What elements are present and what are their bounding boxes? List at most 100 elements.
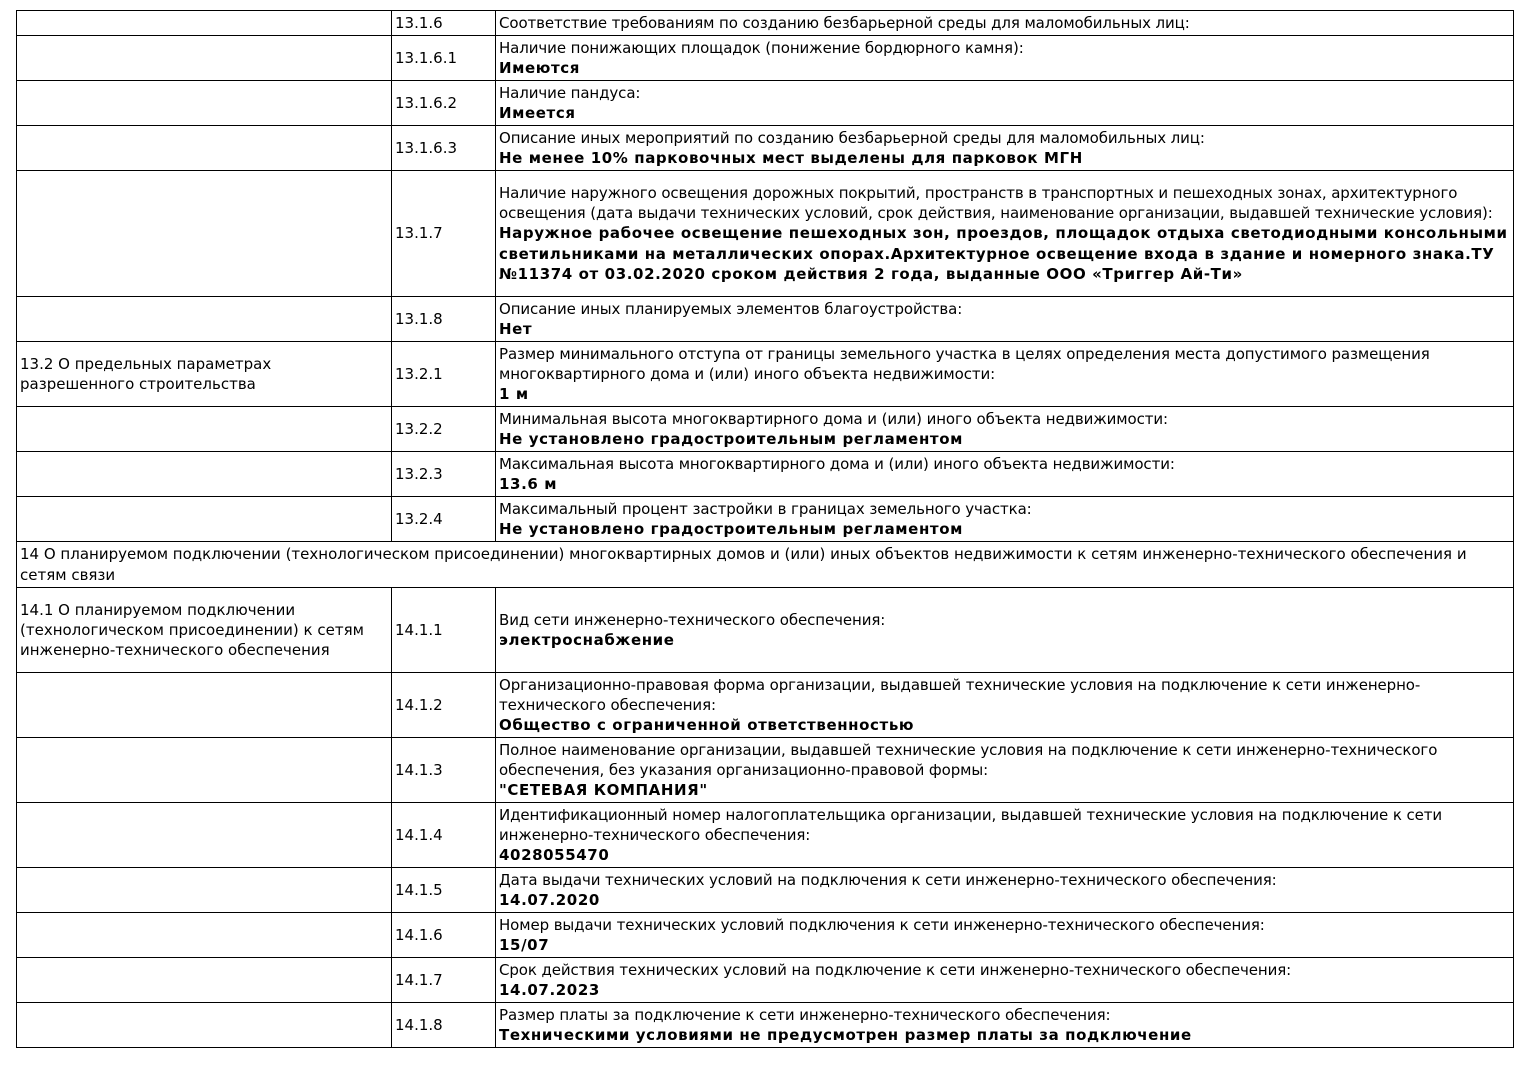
- section-cell: [16, 737, 392, 803]
- item-number: 13.2.2: [391, 406, 496, 452]
- item-label: Максимальная высота многоквартирного дом…: [499, 454, 1175, 473]
- item-value: 1 м: [499, 385, 529, 404]
- item-number: 14.1.6: [391, 912, 496, 958]
- section-cell: [16, 125, 392, 171]
- item-value: Не установлено градостроительным регламе…: [499, 520, 963, 538]
- section-cell: [16, 1002, 392, 1048]
- table-row: 13.1.8 Описание иных планируемых элементо…: [16, 296, 1514, 342]
- item-value: Общество с ограниченной ответственностью: [499, 716, 915, 735]
- table-row: 13.2.2 Минимальная высота многоквартирног…: [16, 406, 1514, 452]
- item-number: 14.1.3: [391, 737, 496, 803]
- item-value: 4028055470: [499, 846, 610, 865]
- item-label: Размер минимального отступа от границы з…: [499, 344, 1430, 383]
- item-content: Максимальная высота многоквартирного дом…: [495, 451, 1514, 497]
- item-label: Номер выдачи технических условий подключ…: [499, 915, 1265, 934]
- item-number: 14.1.7: [391, 957, 496, 1003]
- item-number: 13.1.7: [391, 170, 496, 297]
- item-label: Соответствие требованиям по созданию без…: [499, 13, 1190, 32]
- item-number: 14.1.4: [391, 802, 496, 868]
- item-content: Минимальная высота многоквартирного дома…: [495, 406, 1514, 452]
- item-content: Организационно-правовая форма организаци…: [495, 672, 1514, 738]
- section-cell: [16, 912, 392, 958]
- item-number: 14.1.8: [391, 1002, 496, 1048]
- item-value: 13.6 м: [499, 475, 558, 493]
- item-label: Описание иных планируемых элементов благ…: [499, 299, 963, 318]
- item-value: Техническими условиями не предусмотрен р…: [499, 1026, 1192, 1044]
- item-label: Организационно-правовая форма организаци…: [499, 675, 1421, 714]
- section-cell: [16, 672, 392, 738]
- item-content: Размер минимального отступа от границы з…: [495, 341, 1514, 407]
- table-row: 13.1.7 Наличие наружного освещения дорожн…: [16, 170, 1514, 297]
- section-cell: [16, 802, 392, 868]
- item-content: Наличие наружного освещения дорожных пок…: [495, 170, 1514, 297]
- item-value: "СЕТЕВАЯ КОМПАНИЯ": [499, 781, 708, 800]
- section-cell: [16, 10, 392, 36]
- item-number: 13.2.4: [391, 496, 496, 542]
- section-cell: 13.2 О предельных параметрах разрешенног…: [16, 341, 392, 407]
- item-content: Соответствие требованиям по созданию без…: [495, 10, 1514, 36]
- table-row: 13.2 О предельных параметрах разрешенног…: [16, 341, 1514, 407]
- item-content: Максимальный процент застройки в граница…: [495, 496, 1514, 542]
- table-row: 14.1.2 Организационно-правовая форма орга…: [16, 672, 1514, 738]
- table-row: 14.1.8 Размер платы за подключение к сети…: [16, 1002, 1514, 1048]
- section-cell: [16, 406, 392, 452]
- item-value: 14.07.2020: [499, 891, 600, 909]
- item-label: Наличие понижающих площадок (понижение б…: [499, 38, 1024, 57]
- table-row: 14 О планируемом подключении (технологич…: [16, 541, 1514, 588]
- item-label: Минимальная высота многоквартирного дома…: [499, 409, 1168, 428]
- item-value: Не установлено градостроительным регламе…: [499, 430, 963, 448]
- table-row: 14.1.6 Номер выдачи технических условий п…: [16, 912, 1514, 958]
- item-content: Полное наименование организации, выдавше…: [495, 737, 1514, 803]
- item-value: Наружное рабочее освещение пешеходных зо…: [499, 224, 1508, 283]
- item-label: Полное наименование организации, выдавше…: [499, 740, 1438, 779]
- item-number: 14.1.1: [391, 587, 496, 673]
- table-row: 14.1.3 Полное наименование организации, в…: [16, 737, 1514, 803]
- document-table: 13.1.6 Соответствие требованиям по создан…: [16, 10, 1514, 1048]
- item-number: 13.1.6.3: [391, 125, 496, 171]
- item-label: Максимальный процент застройки в граница…: [499, 499, 1032, 518]
- item-number: 13.1.6: [391, 10, 496, 36]
- item-content: Описание иных мероприятий по созданию бе…: [495, 125, 1514, 171]
- table-row: 14.1.7 Срок действия технических условий …: [16, 957, 1514, 1003]
- item-label: Наличие пандуса:: [499, 83, 641, 102]
- table-row: 13.2.3 Максимальная высота многоквартирно…: [16, 451, 1514, 497]
- item-label: Вид сети инженерно-технического обеспече…: [499, 610, 886, 629]
- section-cell: [16, 496, 392, 542]
- item-value: Не менее 10% парковочных мест выделены д…: [499, 149, 1083, 167]
- item-number: 13.1.6.2: [391, 80, 496, 126]
- section-heading: 14 О планируемом подключении (технологич…: [16, 541, 1514, 588]
- section-cell: [16, 170, 392, 297]
- section-cell: [16, 451, 392, 497]
- item-number: 13.1.8: [391, 296, 496, 342]
- table-row: 14.1.5 Дата выдачи технических условий на…: [16, 867, 1514, 913]
- item-value: электроснабжение: [499, 631, 675, 649]
- item-number: 14.1.2: [391, 672, 496, 738]
- item-content: Вид сети инженерно-технического обеспече…: [495, 587, 1514, 673]
- item-content: Наличие пандуса: Имеется: [495, 80, 1514, 126]
- item-number: 13.2.1: [391, 341, 496, 407]
- item-label: Описание иных мероприятий по созданию бе…: [499, 128, 1205, 147]
- section-cell: [16, 867, 392, 913]
- item-content: Идентификационный номер налогоплательщик…: [495, 802, 1514, 868]
- table-row: 14.1.4 Идентификационный номер налогоплат…: [16, 802, 1514, 868]
- item-label: Срок действия технических условий на под…: [499, 960, 1292, 979]
- section-cell: 14.1 О планируемом подключении (технолог…: [16, 587, 392, 673]
- table-row: 13.1.6 Соответствие требованиям по создан…: [16, 10, 1514, 36]
- item-label: Дата выдачи технических условий на подкл…: [499, 870, 1277, 889]
- item-content: Дата выдачи технических условий на подкл…: [495, 867, 1514, 913]
- item-number: 14.1.5: [391, 867, 496, 913]
- item-value: Нет: [499, 320, 533, 338]
- section-cell: [16, 80, 392, 126]
- item-content: Номер выдачи технических условий подключ…: [495, 912, 1514, 958]
- table-row: 13.2.4 Максимальный процент застройки в г…: [16, 496, 1514, 542]
- item-value: Имеется: [499, 104, 576, 122]
- item-content: Размер платы за подключение к сети инжен…: [495, 1002, 1514, 1048]
- item-number: 13.1.6.1: [391, 35, 496, 81]
- item-label: Идентификационный номер налогоплательщик…: [499, 805, 1443, 844]
- section-cell: [16, 296, 392, 342]
- item-value: Имеются: [499, 59, 580, 77]
- section-cell: [16, 35, 392, 81]
- item-value: 15/07: [499, 936, 550, 954]
- item-content: Наличие понижающих площадок (понижение б…: [495, 35, 1514, 81]
- section-cell: [16, 957, 392, 1003]
